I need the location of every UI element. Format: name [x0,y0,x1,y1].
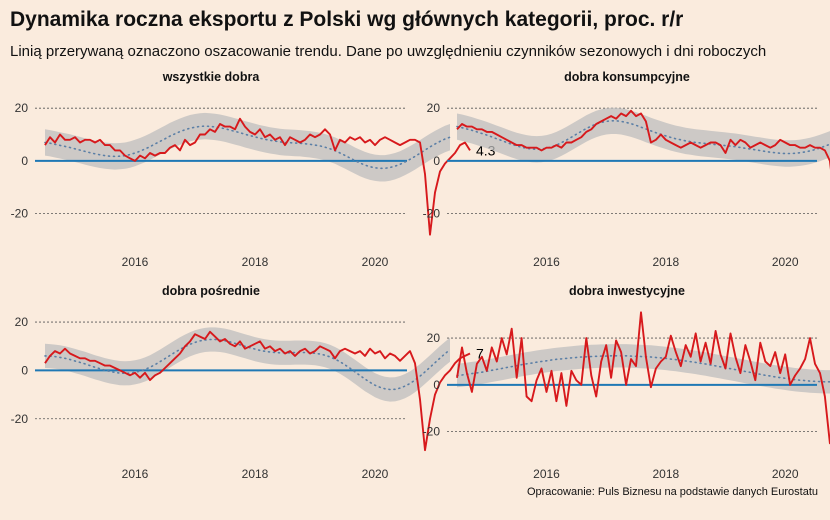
x-tick-label: 2016 [122,467,149,481]
panel-title-intermediate-goods: dobra pośrednie [162,284,260,298]
x-tick-label: 2016 [122,255,149,269]
x-tick-label: 2020 [772,255,799,269]
trend-band [457,107,830,167]
y-tick-label: -20 [423,207,441,221]
y-tick-label: -20 [423,425,441,439]
x-tick-label: 2016 [533,255,560,269]
trend-line [44,338,451,391]
series-line [456,311,830,445]
y-tick-label: 0 [433,154,440,168]
series-line [456,109,830,170]
trend-line [44,125,451,170]
trend-band [457,344,830,394]
trend-line [456,120,830,155]
y-tick-label: -20 [11,207,29,221]
y-tick-label: 0 [21,154,28,168]
y-tick-label: -20 [11,412,29,426]
panel-title-capital-goods: dobra inwestycyjne [569,284,685,298]
x-tick-label: 2020 [772,467,799,481]
y-tick-label: 20 [15,315,29,329]
panel-capital-goods: dobra inwestycyjne 200-2020162018202011.… [423,284,830,481]
series-line [44,330,471,452]
y-tick-label: 20 [427,331,441,345]
x-tick-label: 2018 [242,255,269,269]
x-tick-label: 2018 [652,255,679,269]
series-line [44,117,471,236]
x-tick-label: 2016 [533,467,560,481]
x-tick-label: 2018 [242,467,269,481]
x-tick-label: 2018 [652,467,679,481]
panel-intermediate-goods: dobra pośrednie 20 0 -20 2016 2018 2020 7 [11,284,484,481]
end-value-label: 7 [476,346,484,362]
panel-title-all-goods: wszystkie dobra [162,70,261,84]
x-tick-label: 2020 [362,467,389,481]
y-tick-label: 0 [433,378,440,392]
chart-subtitle: Linią przerywaną oznaczono oszacowanie t… [10,43,767,60]
source-caption: Opracowanie: Puls Biznesu na podstawie d… [526,486,818,498]
y-tick-label: 20 [427,101,441,115]
x-tick-label: 2020 [362,255,389,269]
panel-title-consumer-goods: dobra konsumpcyjne [564,70,690,84]
trend-band [45,327,450,402]
y-tick-label: 0 [21,363,28,377]
panel-consumer-goods: dobra konsumpcyjne 200-202016201820206.4 [423,70,830,269]
trend-band [45,112,450,182]
chart-title: Dynamika roczna eksportu z Polski wg głó… [10,8,684,31]
y-tick-label: 20 [15,101,29,115]
